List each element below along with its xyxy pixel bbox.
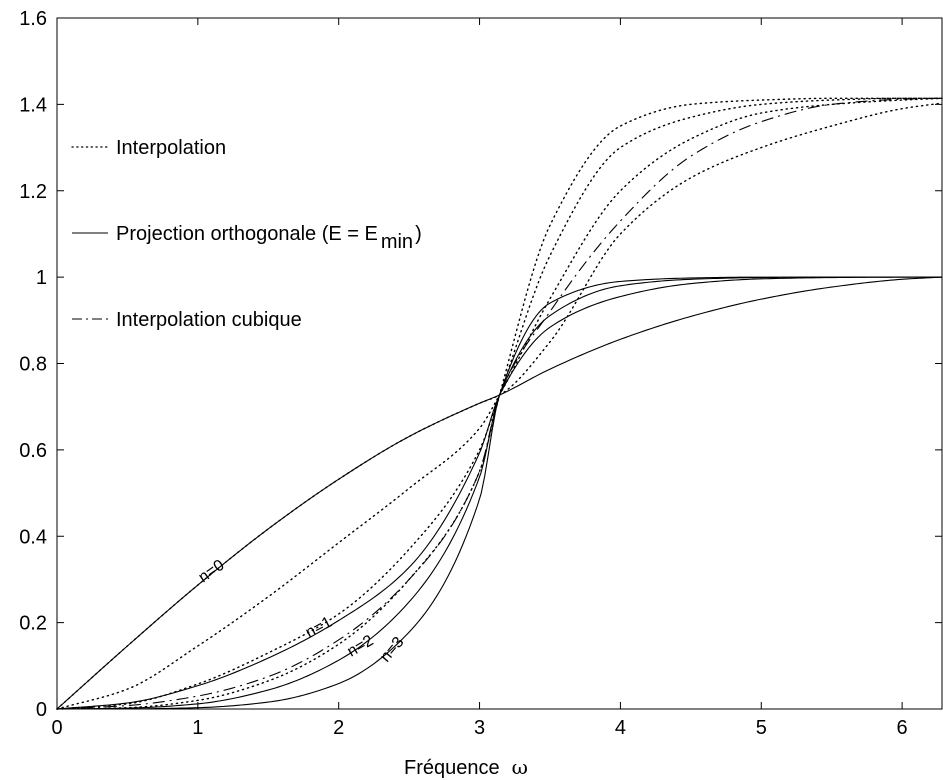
x-tick-label: 2 (333, 717, 344, 739)
legend-label-interpolation: Interpolation (116, 137, 226, 159)
legend-label-projection-subscript: min (381, 231, 413, 253)
y-tick-label: 1.4 (19, 94, 47, 116)
x-tick-label: 4 (615, 717, 626, 739)
x-tick-label: 0 (51, 717, 62, 739)
x-axis-label-text: Fréquence (404, 757, 500, 779)
x-axis-label-symbol: ω (512, 755, 528, 779)
legend-label-projection-main: Projection orthogonale (E = E (116, 223, 378, 245)
legend: Interpolation Projection orthogonale (E … (71, 137, 422, 331)
y-tick-label: 0.4 (19, 526, 47, 548)
series-line-dashdot-8 (56, 97, 943, 710)
legend-label-projection-suffix: ) (415, 223, 422, 245)
y-tick-label: 0.2 (19, 613, 47, 635)
legend-label-cubique: Interpolation cubique (116, 309, 302, 331)
x-tick-label: 6 (897, 717, 908, 739)
ticks-layer: 0 1 2 3 4 5 6 0 0.2 0.4 0.6 0.8 1 1.2 1.4 1.6 (19, 8, 942, 739)
y-tick-label: 1.6 (19, 8, 47, 30)
y-tick-label: 1.2 (19, 181, 47, 203)
x-axis-label: Fréquence ω (404, 755, 528, 779)
series-layer (56, 97, 943, 710)
x-tick-label: 3 (474, 717, 485, 739)
y-tick-label: 0.8 (19, 354, 47, 376)
y-tick-label: 0 (36, 699, 47, 721)
series-line-dotted-7 (56, 97, 943, 710)
y-tick-label: 1 (36, 267, 47, 289)
x-tick-label: 5 (756, 717, 767, 739)
y-tick-label: 0.6 (19, 440, 47, 462)
x-tick-label: 1 (192, 717, 203, 739)
